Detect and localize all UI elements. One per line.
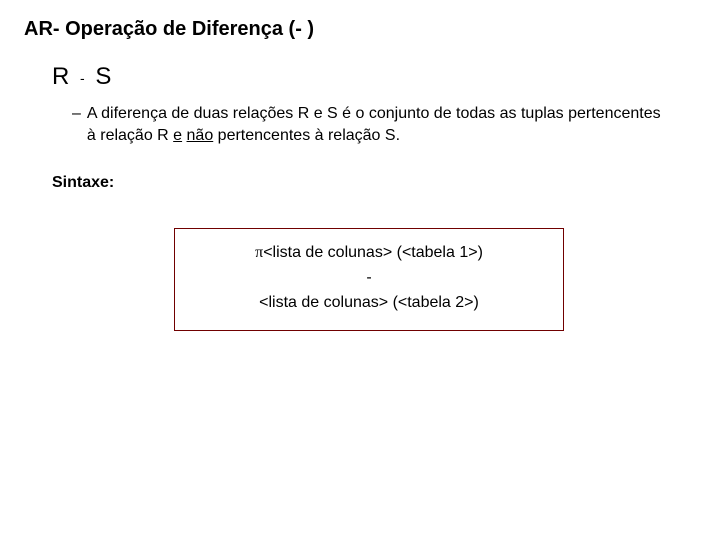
bullet-post: pertencentes à relação S.: [213, 127, 400, 144]
bullet-text: A diferença de duas relações R e S é o c…: [87, 103, 696, 146]
syntax-label: Sintaxe:: [52, 174, 696, 192]
expression: R - S: [52, 63, 696, 91]
bullet-dash: –: [72, 103, 87, 146]
syntax-line-3: <lista de colunas> (<tabela 2>): [185, 291, 553, 316]
pi-symbol: π: [255, 244, 263, 261]
syntax-line-1-text: <lista de colunas> (<tabela 1>): [263, 244, 483, 261]
expr-right: S: [95, 63, 112, 90]
definition-bullet: – A diferença de duas relações R e S é o…: [72, 103, 696, 146]
syntax-box: π<lista de colunas> (<tabela 1>) - <list…: [174, 228, 564, 330]
expr-operator: -: [78, 70, 88, 86]
syntax-line-1: π<lista de colunas> (<tabela 1>): [185, 241, 553, 266]
expr-left: R: [52, 63, 70, 90]
slide-title: AR- Operação de Diferença (- ): [24, 18, 696, 41]
syntax-line-2: -: [185, 266, 553, 291]
bullet-underline-nao: não: [187, 127, 214, 144]
bullet-underline-e: e: [173, 127, 182, 144]
